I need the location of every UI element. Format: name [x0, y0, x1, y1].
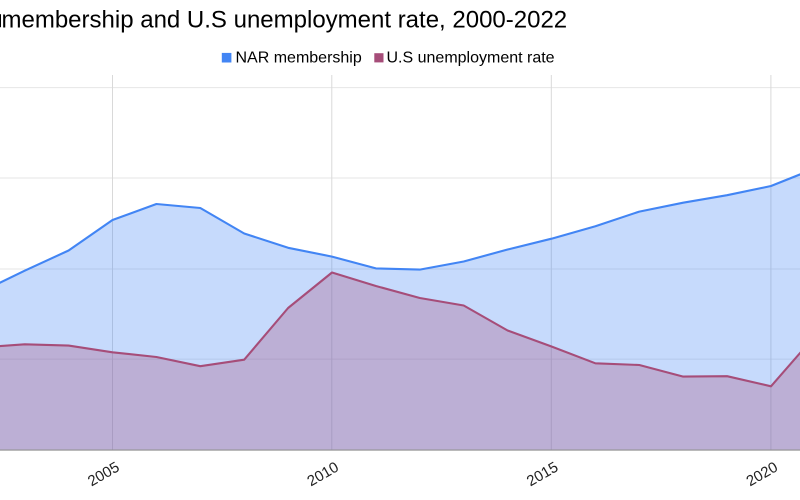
- svg-text:U.S unemployment rate: U.S unemployment rate: [387, 50, 555, 67]
- svg-text:NAR membership: NAR membership: [236, 50, 362, 67]
- svg-text:2020: 2020: [743, 459, 780, 490]
- svg-text:2005: 2005: [85, 459, 122, 490]
- svg-text:2010: 2010: [304, 459, 341, 490]
- svg-text:2015: 2015: [524, 459, 561, 490]
- svg-text:membership and U.S unemploymen: membership and U.S unemployment rate, 20…: [2, 6, 568, 33]
